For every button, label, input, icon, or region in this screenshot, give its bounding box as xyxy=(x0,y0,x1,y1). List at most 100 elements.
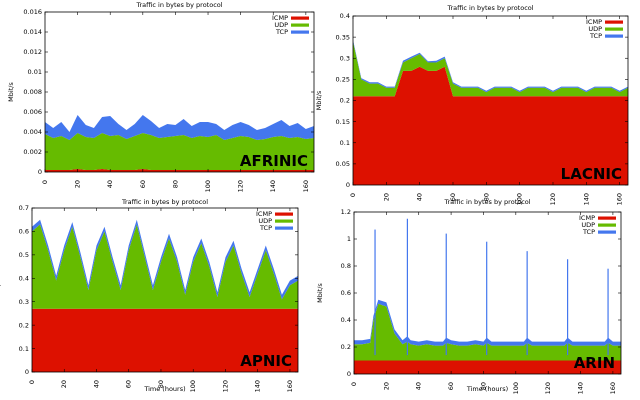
x-tick-label: 40 xyxy=(416,193,424,201)
y-tick-label: 1.2 xyxy=(341,208,351,216)
legend-label-tcp: TCP xyxy=(275,28,288,36)
x-tick-label: 100 xyxy=(204,180,212,192)
legend-swatch-tcp xyxy=(275,226,293,230)
x-tick-label: 40 xyxy=(106,180,114,188)
x-tick-label: 80 xyxy=(482,193,490,201)
x-tick-label: 20 xyxy=(382,382,390,390)
legend-label-tcp: TCP xyxy=(582,228,595,236)
x-tick-label: 100 xyxy=(189,380,197,392)
legend-label-udp: UDP xyxy=(588,25,602,33)
x-tick-label: 80 xyxy=(479,382,487,390)
x-tick-label: 160 xyxy=(609,382,617,394)
legend-swatch-tcp xyxy=(605,34,623,38)
legend-label-udp: UDP xyxy=(274,21,288,29)
series-area-udp xyxy=(354,303,621,361)
y-tick-label: 0.4 xyxy=(340,12,350,20)
series-area-udp xyxy=(353,41,628,97)
legend-label-icmp: ICMP xyxy=(579,214,595,222)
series-area-tcp xyxy=(45,115,314,140)
legend-swatch-udp xyxy=(275,219,293,223)
y-tick-label: 0.008 xyxy=(23,88,42,96)
y-tick-label: 0.4 xyxy=(19,274,29,282)
x-tick-label: 60 xyxy=(125,380,133,388)
y-tick-label: 0 xyxy=(38,168,42,176)
y-axis-label: Mbit/s xyxy=(315,90,323,110)
y-axis-label: Mbit/s xyxy=(316,283,324,303)
legend-label-icmp: ICMP xyxy=(256,210,272,218)
region-label: AFRINIC xyxy=(240,152,308,170)
series-area-icmp xyxy=(45,169,314,172)
chart-panel-apnic: 0 0.1 0.2 0.3 0.4 0.5 0.6 0.7 0 20 40 60 80 100 120 140… xyxy=(0,198,299,393)
y-tick-label: 0 xyxy=(347,370,351,378)
y-tick-label: 0.4 xyxy=(341,316,351,324)
y-tick-label: 0.7 xyxy=(19,204,29,212)
x-tick-label: 40 xyxy=(92,380,100,388)
y-tick-label: 0 xyxy=(25,368,29,376)
x-tick-label: 40 xyxy=(415,382,423,390)
y-tick-label: 0.012 xyxy=(23,48,42,56)
chart-title: Traffic in bytes by protocol xyxy=(135,1,222,9)
y-axis-label: Mbit/s xyxy=(7,82,15,102)
y-tick-label: 0.8 xyxy=(341,262,351,270)
y-tick-label: 0.5 xyxy=(19,251,29,259)
y-tick-label: 0.016 xyxy=(23,8,42,16)
y-axis-label: Mbit/s xyxy=(0,280,2,300)
y-tick-label: 0.1 xyxy=(19,345,29,353)
x-tick-label: 140 xyxy=(269,180,277,192)
x-tick-label: 160 xyxy=(616,193,624,205)
series-area-tcp xyxy=(354,299,621,346)
series-area-tcp xyxy=(353,39,628,93)
legend-label-icmp: ICMP xyxy=(272,14,288,22)
series-area-udp xyxy=(32,224,298,309)
legend-swatch-udp xyxy=(291,23,309,27)
x-tick-label: 120 xyxy=(549,193,557,205)
y-tick-label: 0.3 xyxy=(340,54,350,62)
legend-swatch-udp xyxy=(605,27,623,31)
y-tick-label: 0.014 xyxy=(23,28,42,36)
y-tick-label: 0.1 xyxy=(340,139,350,147)
y-tick-label: 0.6 xyxy=(341,289,351,297)
region-label: ARIN xyxy=(574,354,615,372)
chart-panel-arin: 0 0.2 0.4 0.6 0.8 1 1.2 0 20 40 60 80 100 120 140 160 Tr… xyxy=(316,198,622,394)
x-tick-label: 120 xyxy=(237,180,245,192)
legend-label-icmp: ICMP xyxy=(586,18,602,26)
legend-swatch-udp xyxy=(598,223,616,227)
x-tick-label: 0 xyxy=(350,382,358,386)
x-axis-label: Time (hours) xyxy=(466,385,508,393)
series-area-icmp xyxy=(354,360,621,374)
x-axis-label: Time (hours) xyxy=(143,385,185,393)
y-tick-label: 0.25 xyxy=(336,76,350,84)
legend-label-tcp: TCP xyxy=(259,224,272,232)
legend-label-tcp: TCP xyxy=(589,32,602,40)
legend-swatch-icmp xyxy=(605,20,623,24)
legend-label-udp: UDP xyxy=(581,221,595,229)
y-tick-label: 0.004 xyxy=(23,128,42,136)
y-tick-label: 0.2 xyxy=(19,321,29,329)
legend-label-udp: UDP xyxy=(258,217,272,225)
y-tick-label: 0.006 xyxy=(23,108,42,116)
chart-title: Traffic in bytes by protocol xyxy=(443,198,530,206)
x-tick-label: 100 xyxy=(516,193,524,205)
y-tick-label: 0.05 xyxy=(336,160,350,168)
legend-swatch-icmp xyxy=(598,216,616,220)
y-tick-label: 0 xyxy=(346,181,350,189)
x-tick-label: 140 xyxy=(582,193,590,205)
series-area-icmp xyxy=(353,66,628,185)
series-area-icmp xyxy=(32,308,298,372)
chart-panel-lacnic: 0 0.05 0.1 0.15 0.2 0.25 0.3 0.35 0.4 0 20 40 60 80 10… xyxy=(315,4,629,205)
legend-swatch-tcp xyxy=(291,30,309,34)
x-tick-label: 0 xyxy=(41,180,49,184)
plot-frame xyxy=(31,207,299,373)
x-tick-label: 20 xyxy=(60,380,68,388)
y-tick-label: 0.002 xyxy=(23,148,42,156)
chart-title: Traffic in bytes by protocol xyxy=(121,198,208,206)
legend-swatch-icmp xyxy=(275,212,293,216)
x-tick-label: 60 xyxy=(139,180,147,188)
x-tick-label: 80 xyxy=(157,380,165,388)
y-tick-label: 0.01 xyxy=(28,68,42,76)
chart-title: Traffic in bytes by protocol xyxy=(446,4,533,12)
